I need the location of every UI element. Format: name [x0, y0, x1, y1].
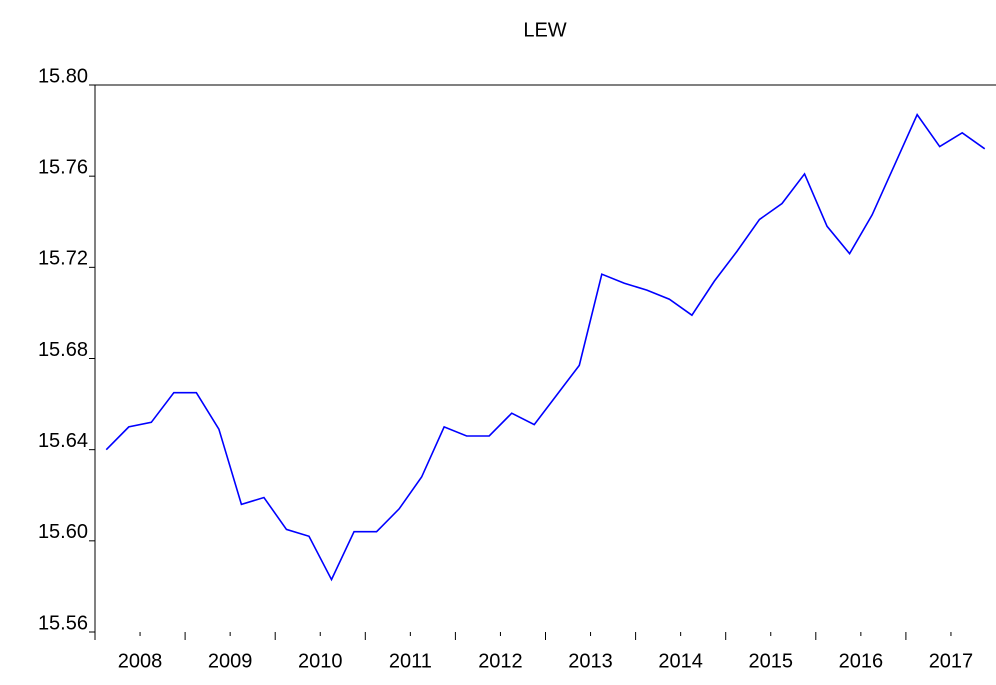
- y-tick-label: 15.80: [38, 65, 88, 87]
- x-tick-label: 2008: [118, 650, 163, 672]
- x-tick-label: 2010: [298, 650, 343, 672]
- x-tick-label: 2017: [929, 650, 974, 672]
- y-tick-label: 15.76: [38, 156, 88, 178]
- y-tick-label: 15.68: [38, 339, 88, 361]
- x-tick-label: 2014: [658, 650, 703, 672]
- y-tick-label: 15.72: [38, 248, 88, 270]
- x-tick-label: 2012: [478, 650, 523, 672]
- x-tick-label: 2013: [568, 650, 613, 672]
- x-tick-label: 2009: [208, 650, 253, 672]
- chart-title: LEW: [523, 19, 566, 41]
- y-tick-label: 15.64: [38, 430, 88, 452]
- x-tick-label: 2015: [749, 650, 794, 672]
- x-tick-label: 2011: [389, 650, 432, 672]
- x-tick-label: 2016: [839, 650, 884, 672]
- y-tick-label: 15.56: [38, 612, 88, 634]
- y-tick-label: 15.60: [38, 521, 88, 543]
- series-line: [105, 113, 986, 582]
